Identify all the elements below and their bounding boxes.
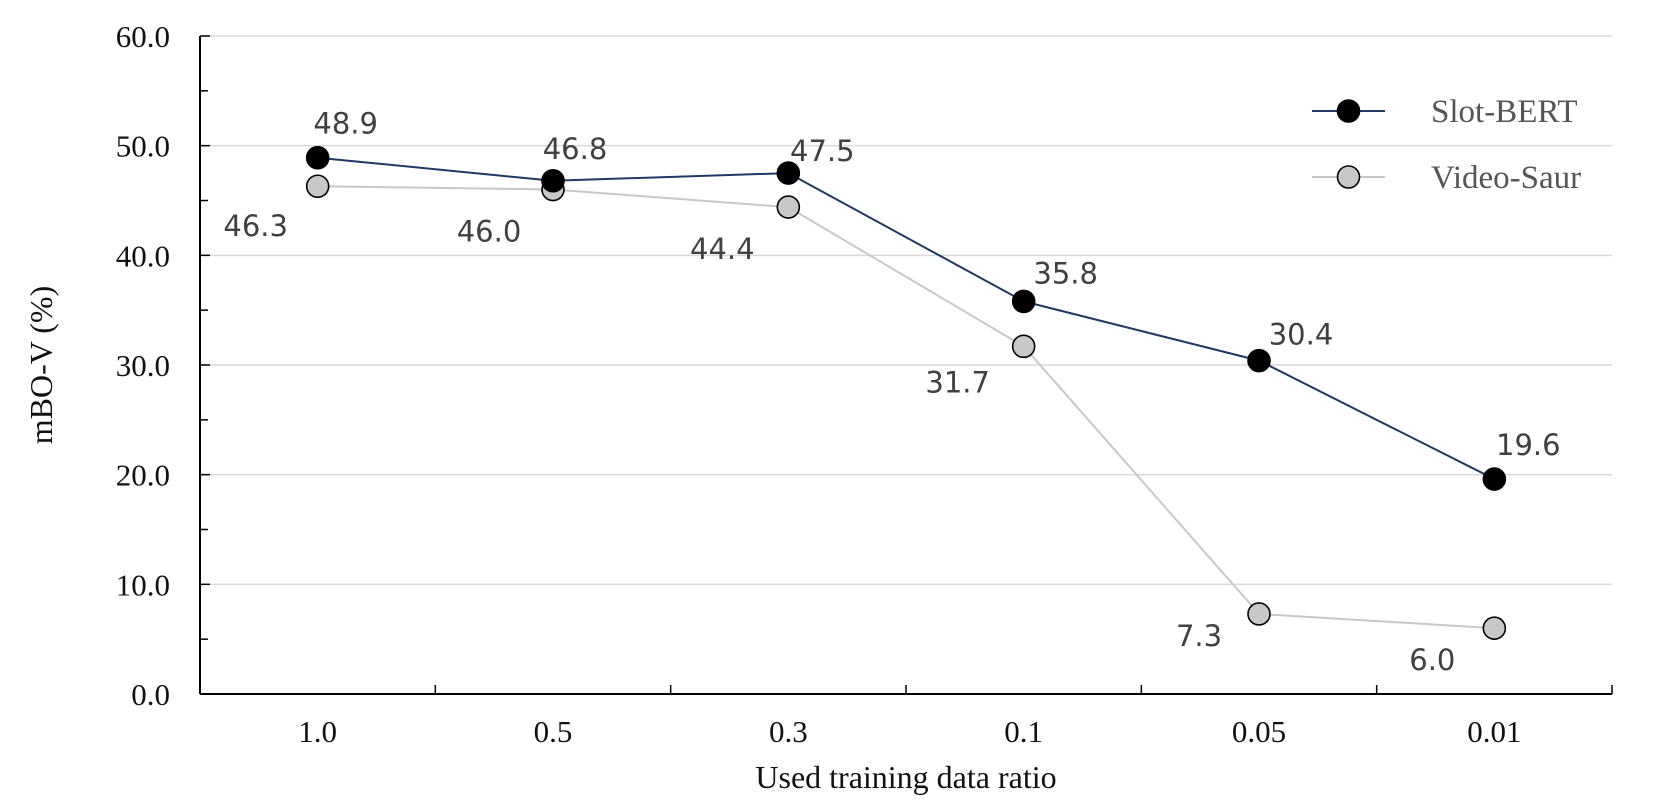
data-point bbox=[1482, 467, 1507, 491]
legend-label: Slot-BERT bbox=[1431, 94, 1578, 130]
data-label: 48.9 bbox=[313, 107, 378, 141]
data-label: 19.6 bbox=[1496, 428, 1561, 462]
data-point bbox=[1247, 348, 1271, 373]
data-point bbox=[1482, 616, 1507, 641]
data-label: 47.5 bbox=[790, 134, 855, 168]
data-label: 6.0 bbox=[1409, 643, 1455, 677]
x-axis-title: Used training data ratio bbox=[755, 759, 1056, 795]
data-point bbox=[541, 168, 565, 193]
x-tick-label: 0.1 bbox=[1004, 714, 1043, 749]
data-point bbox=[1011, 289, 1036, 314]
data-label: 31.7 bbox=[925, 365, 990, 399]
gridlines bbox=[200, 35, 1612, 586]
y-tick-label: 40.0 bbox=[116, 238, 170, 273]
axes bbox=[199, 35, 1613, 695]
series-line-video-saur bbox=[317, 185, 1495, 630]
data-point bbox=[305, 145, 330, 170]
y-tick-label: 50.0 bbox=[116, 129, 170, 164]
data-label: 46.0 bbox=[457, 215, 522, 249]
data-point bbox=[776, 195, 801, 219]
data-point bbox=[776, 161, 801, 185]
data-point bbox=[1247, 602, 1271, 626]
legend: Slot-BERT Video-Saur bbox=[1312, 94, 1581, 196]
x-tick-label: 0.5 bbox=[534, 714, 573, 749]
series-line-slot-bert bbox=[317, 156, 1495, 480]
x-tick-label: 0.05 bbox=[1232, 714, 1286, 749]
legend-label: Video-Saur bbox=[1431, 160, 1581, 196]
data-label: 46.8 bbox=[543, 132, 608, 166]
data-label: 30.4 bbox=[1269, 318, 1334, 352]
y-axis-ticks: 0.0 10.0 20.0 30.0 40.0 50.0 60.0 bbox=[116, 19, 170, 712]
data-point bbox=[305, 174, 330, 199]
series-group bbox=[305, 145, 1507, 641]
data-label: 7.3 bbox=[1176, 619, 1222, 653]
y-tick-label: 30.0 bbox=[116, 348, 170, 383]
y-tick-label: 0.0 bbox=[131, 677, 170, 712]
legend-marker bbox=[1336, 165, 1361, 189]
x-axis-ticks: 1.0 0.5 0.3 0.1 0.05 0.01 bbox=[298, 714, 1521, 749]
data-point bbox=[1011, 334, 1036, 359]
y-tick-label: 20.0 bbox=[116, 458, 170, 493]
y-tick-label: 10.0 bbox=[116, 567, 170, 602]
data-label: 44.4 bbox=[690, 232, 755, 266]
legend-marker bbox=[1336, 99, 1361, 123]
x-tick-label: 0.3 bbox=[769, 714, 808, 749]
y-tick-label: 60.0 bbox=[116, 19, 170, 54]
data-labels: 46.3 46.0 44.4 31.7 7.3 6.0 48.9 46.8 47.5 35.8 30… bbox=[223, 107, 1560, 677]
x-tick-label: 0.01 bbox=[1467, 714, 1521, 749]
x-tick-label: 1.0 bbox=[298, 714, 337, 749]
data-label: 46.3 bbox=[223, 209, 288, 243]
y-axis-title: mBO-V (%) bbox=[23, 286, 59, 445]
data-label: 35.8 bbox=[1033, 256, 1098, 290]
